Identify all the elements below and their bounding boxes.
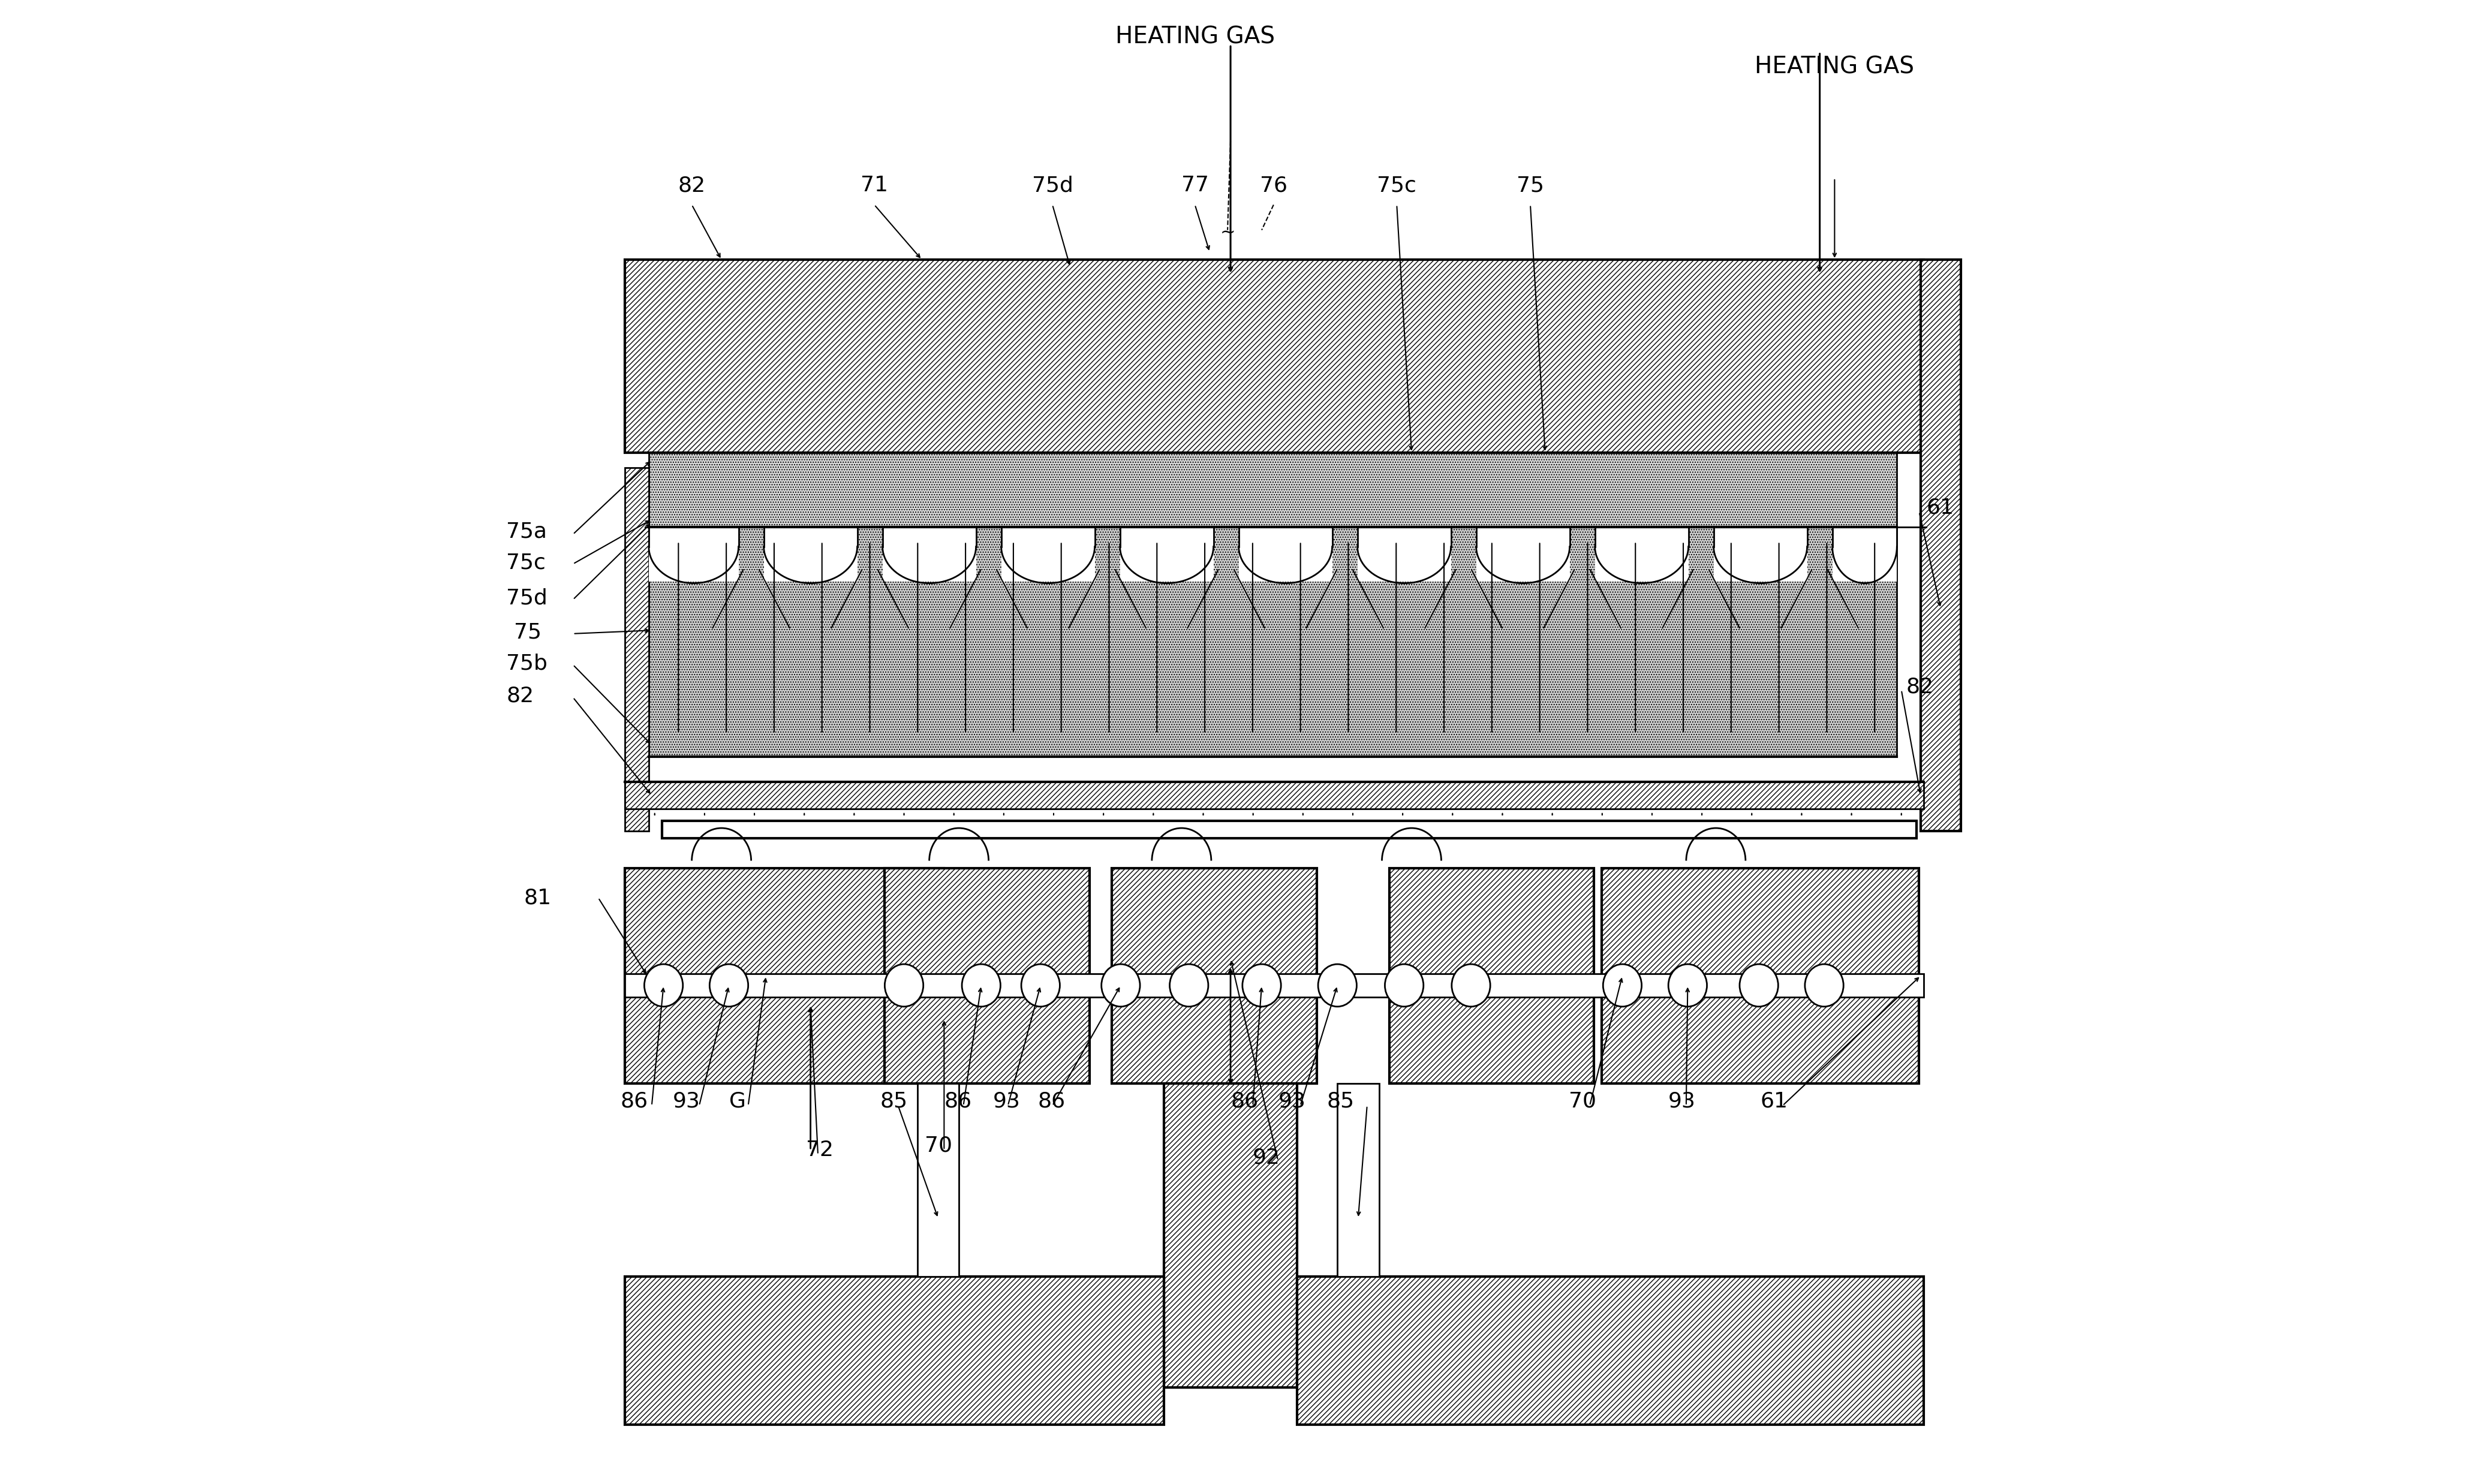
Bar — [1715, 527, 1808, 582]
Bar — [624, 260, 1924, 453]
Bar — [1113, 868, 1317, 1083]
Bar — [624, 974, 1924, 997]
Ellipse shape — [962, 965, 1002, 1006]
Text: 86: 86 — [1039, 1091, 1066, 1112]
Bar — [649, 527, 738, 582]
Ellipse shape — [1243, 965, 1280, 1006]
Bar — [624, 467, 649, 831]
Bar — [1922, 260, 1961, 831]
Text: 71: 71 — [861, 175, 888, 196]
Text: 75c: 75c — [506, 552, 545, 573]
Ellipse shape — [1668, 965, 1707, 1006]
Bar — [886, 868, 1090, 1083]
Ellipse shape — [644, 965, 683, 1006]
Text: 75: 75 — [513, 622, 540, 643]
Ellipse shape — [1451, 965, 1490, 1006]
Ellipse shape — [886, 965, 923, 1006]
Bar — [649, 453, 1897, 527]
Bar — [918, 1083, 960, 1276]
Bar — [649, 527, 1897, 757]
Text: 70: 70 — [925, 1135, 952, 1156]
Text: 75b: 75b — [506, 653, 548, 674]
Bar — [1238, 527, 1332, 582]
Text: 93: 93 — [1278, 1091, 1305, 1112]
Text: 93: 93 — [994, 1091, 1021, 1112]
Text: 92: 92 — [1253, 1147, 1280, 1168]
Text: 75: 75 — [1517, 175, 1544, 196]
Bar — [1601, 868, 1919, 1083]
Ellipse shape — [1169, 965, 1209, 1006]
Text: ~: ~ — [1219, 224, 1236, 242]
Text: 75a: 75a — [506, 521, 548, 542]
Text: 85: 85 — [881, 1091, 908, 1112]
Bar — [1475, 527, 1569, 582]
Text: 86: 86 — [622, 1091, 649, 1112]
Text: 93: 93 — [673, 1091, 701, 1112]
Bar — [624, 1276, 1164, 1425]
Text: 82: 82 — [506, 686, 533, 706]
Bar — [661, 821, 1917, 838]
Text: 77: 77 — [1182, 175, 1209, 196]
Text: 85: 85 — [1327, 1091, 1354, 1112]
Text: G: G — [728, 1091, 745, 1112]
Bar — [1002, 527, 1095, 582]
Ellipse shape — [1317, 965, 1357, 1006]
Ellipse shape — [1739, 965, 1779, 1006]
Text: 82: 82 — [678, 175, 706, 196]
Bar — [624, 868, 945, 1083]
Text: 70: 70 — [1569, 1091, 1596, 1112]
Text: HEATING GAS: HEATING GAS — [1754, 55, 1914, 79]
Text: 76: 76 — [1261, 175, 1288, 196]
Text: 75d: 75d — [506, 588, 548, 608]
Bar — [1389, 868, 1594, 1083]
Ellipse shape — [1384, 965, 1423, 1006]
Text: 93: 93 — [1668, 1091, 1695, 1112]
Bar — [765, 527, 856, 582]
Ellipse shape — [710, 965, 748, 1006]
Bar — [1833, 527, 1897, 582]
Text: 82: 82 — [1907, 677, 1934, 697]
Text: 61: 61 — [1761, 1091, 1789, 1112]
Ellipse shape — [1604, 965, 1641, 1006]
Bar — [1594, 527, 1687, 582]
Bar — [624, 782, 1924, 809]
Ellipse shape — [1021, 965, 1061, 1006]
Text: 61: 61 — [1927, 497, 1954, 518]
Bar — [1164, 1083, 1298, 1388]
Text: 81: 81 — [523, 887, 553, 908]
Ellipse shape — [1100, 965, 1140, 1006]
Text: 75c: 75c — [1377, 175, 1416, 196]
Text: 72: 72 — [807, 1140, 834, 1160]
Ellipse shape — [1806, 965, 1843, 1006]
Bar — [1357, 527, 1451, 582]
Text: 86: 86 — [945, 1091, 972, 1112]
Text: 86: 86 — [1231, 1091, 1258, 1112]
Bar — [1120, 527, 1214, 582]
Bar — [883, 527, 977, 582]
Bar — [1337, 1083, 1379, 1276]
Bar — [1298, 1276, 1924, 1425]
Text: HEATING GAS: HEATING GAS — [1115, 25, 1275, 49]
Text: 75d: 75d — [1031, 175, 1073, 196]
